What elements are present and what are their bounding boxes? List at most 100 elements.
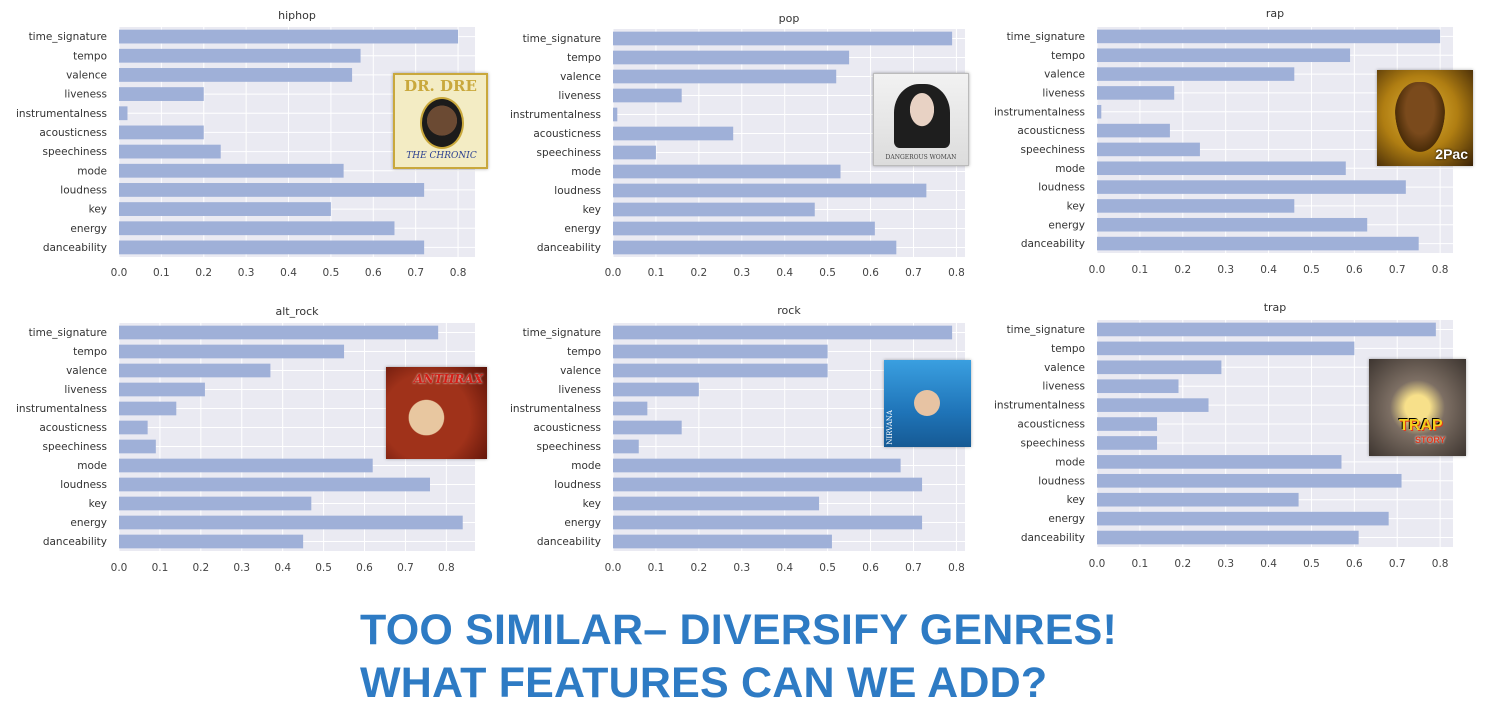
cover-small-text: DANGEROUS WOMAN: [885, 154, 957, 161]
bar-energy: [613, 221, 875, 236]
bar-valence: [119, 68, 353, 82]
x-tick-label: 0.2: [1174, 558, 1191, 570]
x-tick-label: 0.6: [862, 267, 879, 279]
bar-time_signature: [119, 325, 439, 340]
x-tick-label: 0.0: [1089, 558, 1106, 570]
x-tick-label: 0.7: [905, 267, 922, 279]
x-tick-label: 0.0: [605, 562, 622, 574]
x-tick-label: 0.2: [195, 267, 212, 279]
bar-danceability: [1097, 530, 1359, 545]
bar-valence: [119, 363, 271, 378]
category-label: instrumentalness: [16, 108, 107, 120]
bar-mode: [1097, 161, 1346, 176]
x-tick-label: 0.5: [819, 267, 836, 279]
category-label: loudness: [554, 479, 601, 491]
category-label: acousticness: [533, 128, 601, 140]
category-label: valence: [1044, 69, 1085, 81]
category-label: key: [583, 204, 601, 216]
category-label: energy: [70, 223, 107, 235]
bar-mode: [613, 458, 901, 473]
bar-liveness: [1097, 379, 1179, 394]
album-cover-trap-story: TRAP STORY: [1369, 359, 1466, 456]
category-label: mode: [1055, 163, 1085, 175]
slide-caption: TOO SIMILAR– DIVERSIFY GENRES! WHAT FEAT…: [360, 604, 1117, 710]
bar-key: [119, 202, 331, 216]
x-tick-label: 0.5: [1303, 264, 1320, 276]
category-label: acousticness: [533, 422, 601, 434]
x-tick-label: 0.3: [1217, 558, 1234, 570]
x-tick-label: 0.7: [1389, 558, 1406, 570]
category-label: speechiness: [1021, 437, 1085, 449]
bar-acousticness: [119, 420, 148, 435]
bar-tempo: [119, 344, 345, 359]
x-tick-label: 0.0: [111, 267, 128, 279]
category-label: tempo: [73, 346, 107, 358]
bar-acousticness: [1097, 123, 1170, 138]
bar-liveness: [1097, 86, 1175, 100]
category-label: danceability: [43, 536, 107, 548]
bar-valence: [613, 69, 837, 84]
x-tick-label: 0.5: [315, 562, 332, 574]
bar-time_signature: [613, 31, 953, 46]
bar-time_signature: [1097, 29, 1441, 44]
cover-subtitle-text: STORY: [1415, 435, 1446, 445]
category-label: valence: [560, 71, 601, 83]
category-label: instrumentalness: [16, 403, 107, 415]
category-label: danceability: [537, 536, 601, 548]
chart-title: alt_rock: [275, 305, 319, 318]
x-tick-label: 0.5: [1303, 558, 1320, 570]
x-tick-label: 0.8: [438, 562, 455, 574]
category-label: liveness: [558, 384, 601, 396]
category-label: mode: [571, 460, 601, 472]
bar-acousticness: [613, 126, 734, 141]
bar-acousticness: [119, 125, 204, 140]
x-tick-label: 0.6: [1346, 558, 1363, 570]
category-label: tempo: [1051, 343, 1085, 355]
bar-speechiness: [1097, 436, 1158, 450]
category-label: mode: [1055, 456, 1085, 468]
bar-speechiness: [1097, 142, 1200, 157]
category-label: key: [583, 498, 601, 510]
x-tick-label: 0.4: [776, 562, 793, 574]
bar-danceability: [119, 534, 304, 549]
category-label: instrumentalness: [510, 109, 601, 121]
x-tick-label: 0.1: [153, 267, 170, 279]
category-label: instrumentalness: [994, 106, 1085, 118]
x-tick-label: 0.7: [407, 267, 424, 279]
category-label: valence: [66, 365, 107, 377]
category-label: energy: [564, 223, 601, 235]
bar-valence: [1097, 360, 1222, 375]
x-tick-label: 0.1: [648, 267, 665, 279]
category-label: valence: [560, 365, 601, 377]
bar-valence: [1097, 67, 1295, 81]
cover-brand-text: DR. DRE: [404, 77, 477, 95]
category-label: energy: [70, 517, 107, 529]
category-label: tempo: [1051, 50, 1085, 62]
x-tick-label: 0.8: [450, 267, 467, 279]
bar-liveness: [119, 87, 204, 101]
album-cover-anthrax: ANTHRAX: [386, 367, 487, 459]
x-tick-label: 0.2: [192, 562, 209, 574]
bar-loudness: [119, 477, 430, 492]
genre-charts: 0.0 0.1 0.2 0.3 0.4 0.5 0.6 0.7 0.8 time_signatur…: [16, 7, 1453, 574]
x-tick-label: 0.5: [819, 562, 836, 574]
x-tick-label: 0.1: [1132, 264, 1149, 276]
bar-loudness: [613, 183, 927, 198]
category-label: speechiness: [43, 146, 107, 158]
category-label: liveness: [1042, 381, 1085, 393]
chart-title: rock: [777, 304, 801, 317]
x-tick-label: 0.4: [776, 267, 793, 279]
category-label: loudness: [554, 185, 601, 197]
bar-key: [1097, 492, 1299, 507]
category-label: mode: [571, 166, 601, 178]
category-label: energy: [564, 517, 601, 529]
x-tick-label: 0.6: [365, 267, 382, 279]
category-label: tempo: [567, 52, 601, 64]
cover-title-text: TRAP: [1399, 417, 1443, 434]
album-cover-nirvana: NIRVANA: [884, 360, 971, 447]
chart-title: hiphop: [278, 9, 316, 22]
x-tick-label: 0.4: [280, 267, 297, 279]
x-tick-label: 0.8: [948, 562, 965, 574]
x-tick-label: 0.1: [1132, 558, 1149, 570]
category-label: speechiness: [537, 441, 601, 453]
